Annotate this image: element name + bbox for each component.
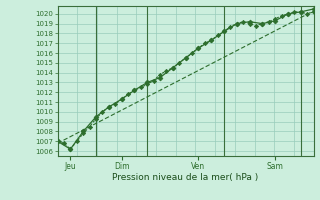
X-axis label: Pression niveau de la mer( hPa ): Pression niveau de la mer( hPa ) [112, 173, 259, 182]
